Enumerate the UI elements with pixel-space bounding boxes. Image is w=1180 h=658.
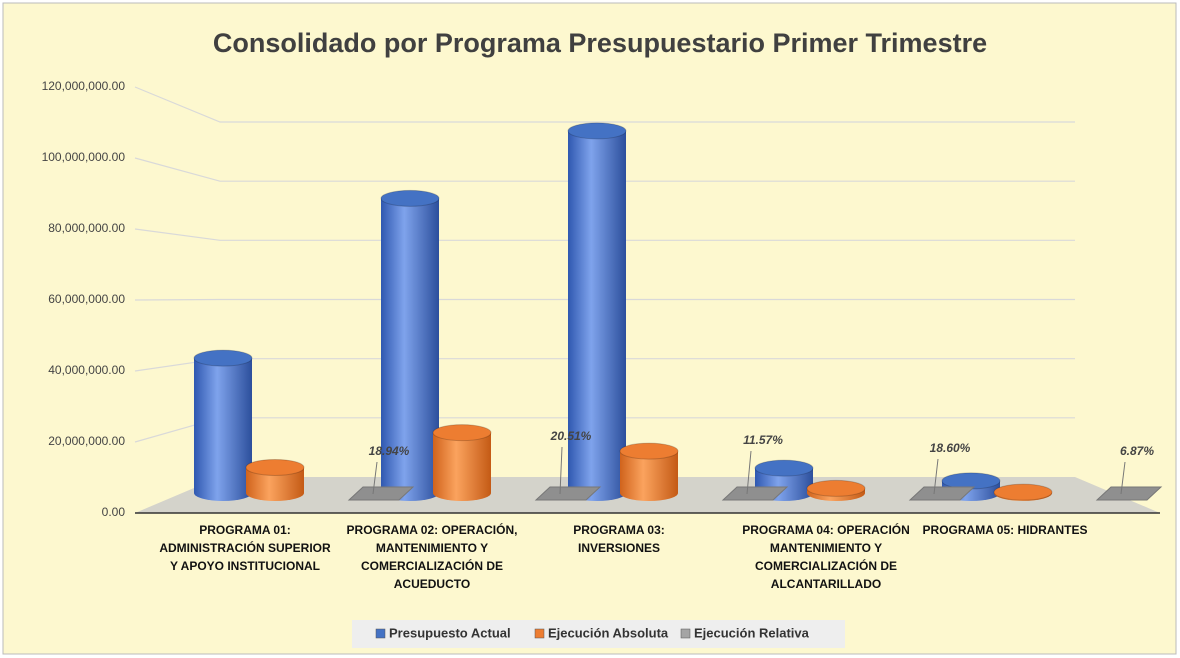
leader-line xyxy=(933,458,939,495)
leader-line xyxy=(746,450,752,495)
bar-body xyxy=(194,358,252,493)
bar xyxy=(993,483,1053,501)
x-tick-label: PROGRAMA 02: OPERACIÓN, MANTENIMIENTO Y … xyxy=(346,523,518,591)
bar xyxy=(567,122,627,501)
bar-top xyxy=(245,458,305,476)
grid-line xyxy=(134,86,1075,123)
bar-top xyxy=(193,349,253,367)
bar-top xyxy=(754,459,814,477)
bar xyxy=(245,458,305,501)
legend-box xyxy=(352,620,845,648)
bar-top xyxy=(380,189,440,207)
y-tick-label: 20,000,000.00 xyxy=(48,434,125,448)
bar-top xyxy=(432,424,492,442)
bar-top xyxy=(806,479,866,497)
y-tick-label: 40,000,000.00 xyxy=(48,363,125,377)
x-tick-label: PROGRAMA 05: HIDRANTES xyxy=(922,523,1088,537)
data-label: 18.94% xyxy=(369,444,410,458)
y-tick-label: 60,000,000.00 xyxy=(48,292,125,306)
legend-label: Ejecución Relativa xyxy=(694,625,810,640)
bar xyxy=(721,486,789,501)
bar xyxy=(1095,486,1163,501)
bar xyxy=(432,424,492,501)
bar-top xyxy=(567,122,627,140)
legend-swatch xyxy=(680,628,691,639)
bar-body xyxy=(433,432,491,493)
x-tick-label: PROGRAMA 01: ADMINISTRACIÓN SUPERIOR Y A… xyxy=(159,523,331,573)
bar xyxy=(908,486,976,501)
grid-line xyxy=(134,228,1075,241)
chart-title: Consolidado por Programa Presupuestario … xyxy=(213,28,987,58)
bar-body xyxy=(568,130,626,493)
grid-line xyxy=(134,157,1075,182)
y-tick-label: 80,000,000.00 xyxy=(48,221,125,235)
bar xyxy=(193,349,253,501)
leader-line xyxy=(1120,461,1126,495)
data-label: 6.87% xyxy=(1120,444,1154,458)
y-tick-label: 100,000,000.00 xyxy=(42,150,126,164)
data-label: 18.60% xyxy=(930,441,971,455)
leader-line xyxy=(559,446,563,495)
x-tick-label: PROGRAMA 04: OPERACIÓN MANTENIMIENTO Y C… xyxy=(742,523,910,591)
bar-top xyxy=(619,442,679,460)
legend-label: Ejecución Absoluta xyxy=(548,625,669,640)
legend-swatch xyxy=(375,628,386,639)
bar xyxy=(534,486,602,501)
bar-body xyxy=(381,198,439,493)
bar-top xyxy=(993,483,1053,501)
bar xyxy=(347,486,415,501)
legend-label: Presupuesto Actual xyxy=(389,625,511,640)
grid-line xyxy=(134,298,1075,301)
x-tick-label: PROGRAMA 03: INVERSIONES xyxy=(573,523,665,555)
legend-swatch xyxy=(534,628,545,639)
y-tick-label: 0.00 xyxy=(102,505,126,519)
y-tick-label: 120,000,000.00 xyxy=(42,79,126,93)
data-label: 11.57% xyxy=(743,433,783,447)
data-label: 20.51% xyxy=(550,429,592,443)
leader-line xyxy=(372,461,378,495)
bar xyxy=(806,479,866,501)
bar xyxy=(619,442,679,501)
